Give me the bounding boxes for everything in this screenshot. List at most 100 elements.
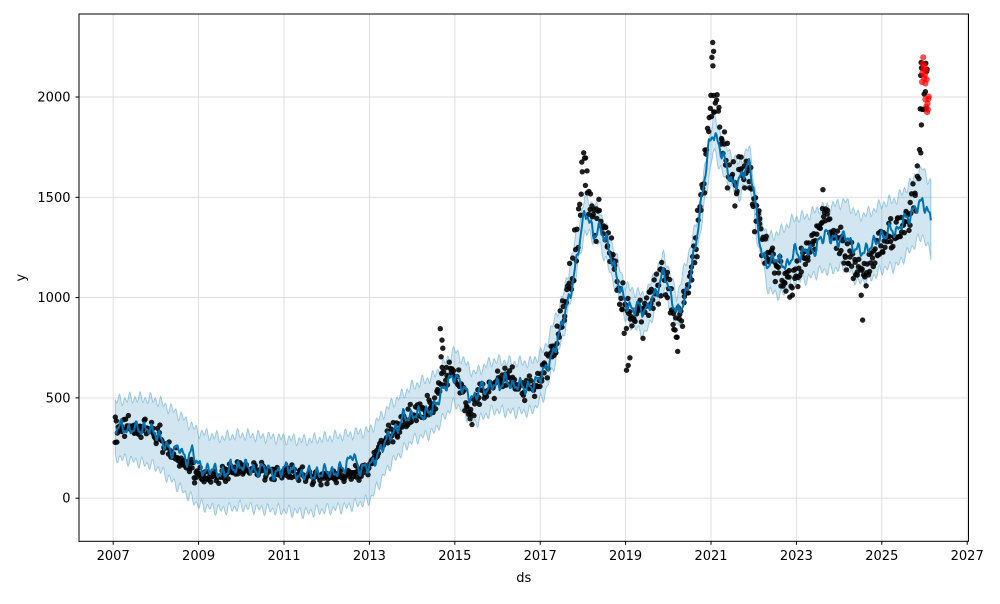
observed-point	[476, 401, 483, 407]
observed-point	[310, 479, 317, 485]
observed-point	[469, 421, 475, 428]
observed-point	[670, 310, 677, 317]
observed-point	[842, 254, 849, 261]
observed-point	[794, 258, 800, 264]
forecast-line	[114, 132, 932, 481]
observed-point	[618, 295, 624, 301]
observed-point	[863, 283, 869, 289]
observed-point	[413, 417, 419, 424]
observed-point	[867, 260, 874, 266]
observed-point	[678, 318, 685, 324]
observed-outlier-point	[440, 345, 446, 351]
observed-point	[491, 395, 497, 402]
observed-point	[596, 207, 603, 214]
observed-point	[854, 269, 860, 275]
y-tick-label: 1000	[37, 291, 70, 306]
observed-point	[643, 295, 650, 301]
observed-point	[440, 369, 447, 375]
observed-point	[632, 318, 638, 325]
observed-outlier-point	[820, 187, 826, 193]
observed-points	[112, 39, 930, 488]
observed-point	[640, 335, 646, 341]
y-tick-label: 1500	[37, 191, 70, 206]
observed-point	[692, 260, 698, 266]
observed-point	[775, 264, 781, 270]
observed-outlier-point	[112, 414, 119, 420]
x-tick-label: 2013	[353, 549, 386, 564]
observed-point	[741, 185, 748, 191]
observed-point	[912, 192, 918, 198]
x-tick-label: 2019	[609, 549, 642, 564]
observed-point	[834, 228, 841, 234]
observed-point	[763, 233, 769, 239]
observed-point	[666, 276, 673, 283]
x-tick-label: 2007	[97, 549, 130, 564]
observed-point	[299, 464, 306, 470]
observed-point	[121, 433, 128, 439]
observed-point	[721, 129, 728, 135]
observed-point	[471, 412, 477, 419]
observed-point	[560, 303, 566, 310]
gridlines	[79, 14, 969, 542]
x-tick-label: 2025	[865, 549, 898, 564]
observed-point	[385, 440, 391, 446]
observed-point	[741, 176, 747, 183]
observed-point	[869, 255, 876, 261]
observed-point	[138, 434, 144, 440]
observed-point	[706, 128, 712, 135]
observed-point	[707, 105, 714, 112]
observed-point	[645, 312, 652, 319]
observed-point	[714, 92, 720, 98]
observed-point	[716, 104, 722, 111]
y-tick-label: 500	[46, 391, 71, 406]
observed-point	[817, 225, 823, 232]
observed-point	[621, 330, 627, 336]
observed-point	[594, 215, 600, 222]
uncertainty-band	[114, 114, 932, 520]
observed-point	[225, 476, 231, 482]
observed-point	[798, 269, 804, 275]
axes-frame	[78, 13, 969, 542]
observed-point	[191, 480, 198, 486]
observed-point	[582, 182, 589, 189]
observed-point	[650, 305, 656, 312]
anomaly-point	[921, 62, 928, 69]
observed-point	[882, 244, 888, 250]
observed-point	[528, 378, 534, 384]
observed-point	[751, 229, 758, 235]
observed-point	[685, 290, 692, 296]
observed-point	[148, 419, 155, 426]
observed-point	[664, 294, 671, 301]
anomaly-point	[925, 93, 932, 100]
observed-point	[537, 383, 543, 390]
observed-point	[467, 416, 473, 422]
observed-point	[730, 159, 736, 165]
observed-point	[544, 375, 550, 381]
observed-point	[638, 319, 645, 325]
observed-point	[769, 245, 776, 251]
observed-point	[664, 269, 671, 276]
observed-outlier-point	[625, 362, 631, 369]
observed-point	[880, 249, 886, 255]
x-axis-label: ds	[516, 571, 531, 586]
observed-point	[506, 368, 513, 374]
observed-point	[189, 465, 195, 471]
x-tick-label: 2017	[524, 549, 557, 564]
observed-point	[783, 288, 789, 294]
observed-point	[738, 154, 744, 160]
x-tick-label: 2027	[951, 549, 984, 564]
observed-point	[856, 256, 862, 262]
observed-point	[577, 212, 584, 218]
observed-point	[424, 392, 430, 399]
observed-point	[726, 162, 732, 168]
observed-outlier-point	[439, 337, 445, 343]
x-tick-label: 2015	[438, 549, 471, 564]
y-axis-label: y	[14, 273, 29, 281]
observed-point	[619, 306, 625, 312]
observed-point	[771, 270, 778, 276]
observed-point	[848, 263, 855, 269]
observed-point	[566, 280, 572, 286]
observed-point	[625, 295, 631, 302]
observed-outlier-point	[675, 348, 681, 355]
observed-point	[142, 416, 148, 422]
